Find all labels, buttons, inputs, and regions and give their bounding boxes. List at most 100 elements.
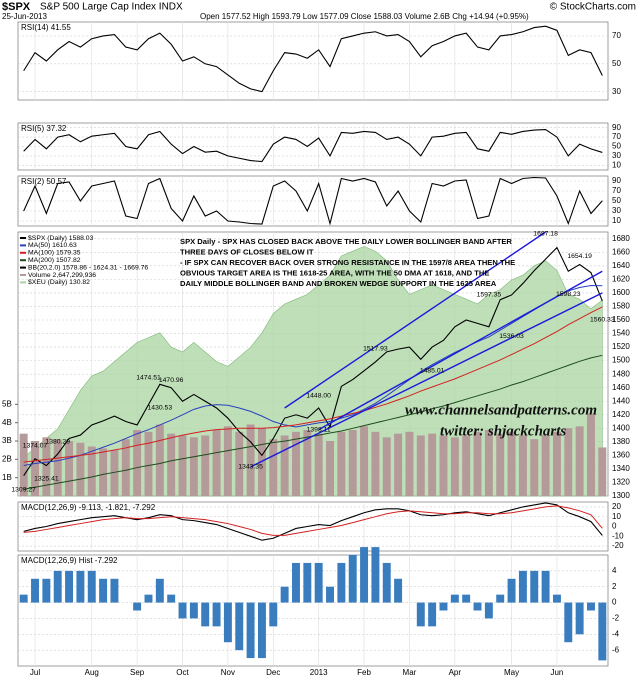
bar — [564, 602, 573, 643]
bar — [99, 578, 108, 603]
bar — [31, 441, 39, 496]
bar — [326, 586, 334, 603]
line — [23, 284, 603, 467]
bar — [439, 602, 448, 611]
y2-tick-label: 4B — [2, 418, 12, 427]
bar — [167, 594, 176, 603]
bar — [257, 602, 266, 659]
bar — [326, 441, 334, 496]
bar — [189, 437, 198, 496]
bar — [65, 441, 74, 496]
price-label: 1536.03 — [499, 333, 524, 340]
panel-title: RSI(5) 37.32 — [21, 124, 67, 133]
trendline — [318, 270, 603, 431]
bar — [235, 602, 244, 651]
bar — [144, 594, 153, 603]
bar — [314, 562, 323, 603]
symbol: $SPX — [2, 1, 31, 13]
price-label: 1325.41 — [34, 476, 59, 483]
x-tick-label: Jun — [550, 668, 563, 677]
x-tick-label: Oct — [176, 668, 189, 677]
bar — [201, 602, 210, 627]
bar — [428, 433, 437, 496]
line — [23, 25, 603, 93]
bar — [99, 448, 108, 496]
y-tick-label: 30 — [612, 151, 621, 160]
bar — [394, 578, 403, 603]
bar — [257, 428, 266, 496]
commentary: OBVIOUS TARGET AREA IS THE 1618-25 AREA,… — [180, 269, 489, 278]
line — [23, 505, 603, 536]
bar — [292, 431, 300, 496]
bar — [348, 555, 357, 603]
bar — [360, 547, 369, 603]
panel-plot — [18, 176, 608, 226]
bar — [53, 570, 62, 603]
y-tick-label: -10 — [612, 531, 624, 540]
y-tick-label: 1340 — [612, 464, 630, 473]
y-tick-label: 1520 — [612, 342, 630, 351]
price-label: 1485.01 — [420, 368, 445, 375]
bar — [144, 431, 153, 496]
bar — [575, 602, 584, 635]
bar — [462, 594, 471, 603]
bar — [42, 437, 51, 496]
bar — [518, 570, 527, 603]
price-label: 1560.33 — [590, 317, 615, 324]
bar — [462, 435, 471, 496]
bar — [507, 578, 516, 603]
y-tick-label: 10 — [612, 160, 621, 169]
bar — [76, 442, 85, 496]
x-tick-label: Mar — [403, 668, 417, 677]
y-tick-label: -6 — [612, 645, 620, 654]
watermark: twitter: shjackcharts — [440, 423, 566, 439]
y-tick-label: 30 — [612, 87, 621, 96]
bar — [19, 433, 28, 496]
bar — [598, 447, 607, 496]
line — [23, 246, 603, 476]
bar — [133, 430, 142, 496]
price-label: 1430.53 — [148, 404, 173, 411]
price-label: 1517.93 — [363, 345, 388, 352]
x-tick-label: Nov — [221, 668, 235, 677]
y2-tick-label: 5B — [2, 399, 12, 408]
y-tick-label: 4 — [612, 566, 617, 575]
panel-title: MACD(12,26,9) -9.113, -1.821, -7.292 — [21, 503, 156, 512]
panel — [17, 122, 609, 171]
price-label: 1374.07 — [23, 443, 48, 450]
y2-tick-label: 3B — [2, 436, 12, 445]
bar — [314, 433, 323, 496]
bar — [76, 570, 85, 603]
quote: Open 1577.52 High 1593.79 Low 1577.09 Cl… — [200, 12, 529, 21]
y-tick-label: 70 — [612, 186, 621, 195]
panel-plot — [18, 22, 608, 100]
bar — [473, 431, 482, 496]
y-tick-label: 10 — [612, 216, 621, 225]
price-label: 1597.35 — [477, 292, 502, 299]
bar — [31, 578, 39, 603]
bar — [450, 594, 459, 603]
bar — [416, 435, 425, 496]
bar — [360, 426, 369, 496]
bar — [587, 602, 595, 611]
bar — [337, 431, 346, 496]
y-tick-label: 1540 — [612, 329, 630, 338]
bar — [530, 570, 539, 603]
y-tick-label: 1480 — [612, 369, 630, 378]
bar — [564, 428, 573, 496]
bar — [484, 430, 493, 496]
bar — [337, 562, 346, 603]
price-label: 1687.18 — [533, 231, 558, 238]
panel — [17, 554, 609, 667]
y-tick-label: 1620 — [612, 274, 630, 283]
bar — [155, 578, 164, 603]
bar — [450, 437, 459, 496]
bar — [269, 602, 278, 627]
line — [23, 129, 603, 163]
y-tick-label: 1420 — [612, 410, 630, 419]
legend-entry: MA(100) 1579.35 — [28, 250, 81, 257]
y-tick-label: 1580 — [612, 302, 630, 311]
bar — [280, 586, 289, 603]
legend-entry: $SPX (Daily) 1588.03 — [28, 235, 94, 242]
x-tick-label: Feb — [357, 668, 371, 677]
